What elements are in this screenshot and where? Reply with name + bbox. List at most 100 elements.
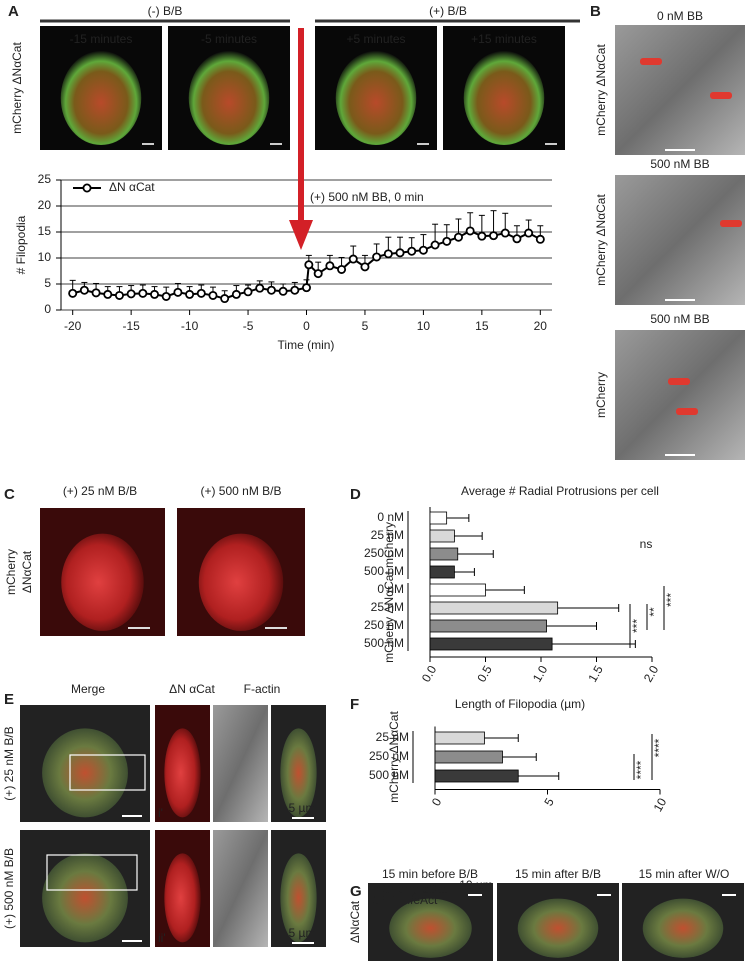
panel-label: B	[590, 3, 601, 20]
marker	[710, 92, 732, 99]
data-point	[477, 231, 487, 241]
condition-label: (-) B/B	[148, 4, 183, 18]
row-label: (+) 500 nM B/B	[2, 848, 16, 929]
x-tick-label: 1.5	[585, 663, 606, 685]
x-tick-label: 15	[475, 319, 489, 333]
scale-label: 5 µm	[289, 926, 316, 940]
cell	[517, 898, 599, 958]
data-point	[372, 252, 382, 262]
bar	[429, 583, 486, 597]
cell	[42, 853, 128, 943]
scale-bar	[722, 894, 736, 896]
annotation: (+) 500 nM BB, 0 min	[310, 190, 424, 204]
inset-label: i'	[158, 806, 163, 820]
bar	[434, 750, 503, 764]
x-tick-label: 5	[541, 795, 557, 808]
scale-bar	[665, 454, 695, 456]
cell	[188, 50, 270, 146]
time-label: +5 minutes	[346, 32, 405, 46]
cell	[61, 533, 144, 631]
x-tick-label: 0	[429, 795, 445, 808]
micrograph-texture	[213, 705, 268, 822]
x-tick-label: 1.0	[530, 663, 551, 685]
category-label: 500 nM	[369, 768, 409, 782]
legend-label: ΔN αCat	[109, 180, 155, 194]
category-label: 25 nM	[371, 528, 404, 542]
bar	[429, 601, 559, 615]
x-tick-label: -10	[181, 319, 199, 333]
y-tick-label: 5	[44, 276, 51, 290]
cell	[335, 50, 417, 146]
data-point	[196, 288, 206, 298]
row-label: mCherry ΔNαCat	[594, 194, 608, 286]
panel-label: G	[350, 883, 362, 900]
data-point	[418, 245, 428, 255]
cell	[198, 533, 284, 631]
row-label: (+) 25 nM B/B	[2, 726, 16, 800]
scale-bar	[142, 143, 154, 145]
x-tick-label: 0	[303, 319, 310, 333]
cell	[280, 853, 317, 943]
chart-title: Length of Filopodia (µm)	[455, 697, 585, 711]
image-title: (+) 25 nM B/B	[63, 484, 137, 498]
data-point	[453, 232, 463, 242]
data-point	[231, 289, 241, 299]
scale-bar	[122, 815, 142, 817]
group-label: mCherry	[382, 522, 396, 568]
data-point	[91, 288, 101, 298]
category-label: 25 nM	[376, 730, 409, 744]
cell	[463, 50, 545, 146]
data-point	[243, 287, 253, 297]
significance-label: ***	[630, 619, 644, 633]
data-point	[208, 290, 218, 300]
row-label: ΔNαCat	[348, 900, 362, 943]
y-tick-label: 10	[38, 250, 52, 264]
time-label: -5 minutes	[201, 32, 257, 46]
inset-box	[46, 854, 138, 891]
x-tick-label: -20	[64, 319, 82, 333]
scale-bar	[292, 817, 314, 819]
scale-bar	[270, 143, 282, 145]
bar	[429, 619, 547, 633]
data-point	[220, 294, 230, 304]
bar	[434, 731, 485, 745]
row-label: ΔNαCat	[20, 550, 34, 593]
micrograph-texture	[615, 25, 745, 155]
bar	[429, 529, 455, 543]
marker	[640, 58, 662, 65]
x-tick-label: 10	[417, 319, 431, 333]
data-point	[430, 240, 440, 250]
bar	[434, 769, 519, 783]
marker	[720, 220, 742, 227]
category-label: 0 nM	[377, 510, 404, 524]
bar	[429, 637, 553, 651]
scale-label: 10 µm	[459, 878, 493, 892]
data-point	[161, 291, 171, 301]
data-point	[278, 286, 288, 296]
inset-label: ii	[27, 931, 32, 945]
x-tick-label: 10	[651, 795, 670, 814]
y-tick-label: 25	[38, 172, 52, 186]
data-point	[304, 260, 314, 270]
micrograph-texture	[615, 330, 745, 460]
image-title: 500 nM BB	[650, 157, 709, 171]
y-tick-label: 20	[38, 198, 52, 212]
scale-bar	[665, 149, 695, 151]
data-point	[290, 285, 300, 295]
image-title: 0 nM BB	[657, 9, 703, 23]
data-point	[407, 246, 417, 256]
scale-bar	[292, 942, 314, 944]
arrow-head	[289, 220, 313, 250]
scale-bar	[468, 894, 482, 896]
channel-label: mCherry αCat	[372, 882, 448, 896]
condition-label: (+) B/B	[429, 4, 467, 18]
panel-label: C	[4, 486, 15, 503]
category-label: 500 nM	[364, 636, 404, 650]
data-point	[313, 269, 323, 279]
scale-bar	[122, 940, 142, 942]
panel-label: D	[350, 486, 361, 503]
y-tick-label: 0	[44, 302, 51, 316]
significance-label: **	[647, 607, 661, 617]
bar	[429, 547, 459, 561]
data-point	[337, 264, 347, 274]
